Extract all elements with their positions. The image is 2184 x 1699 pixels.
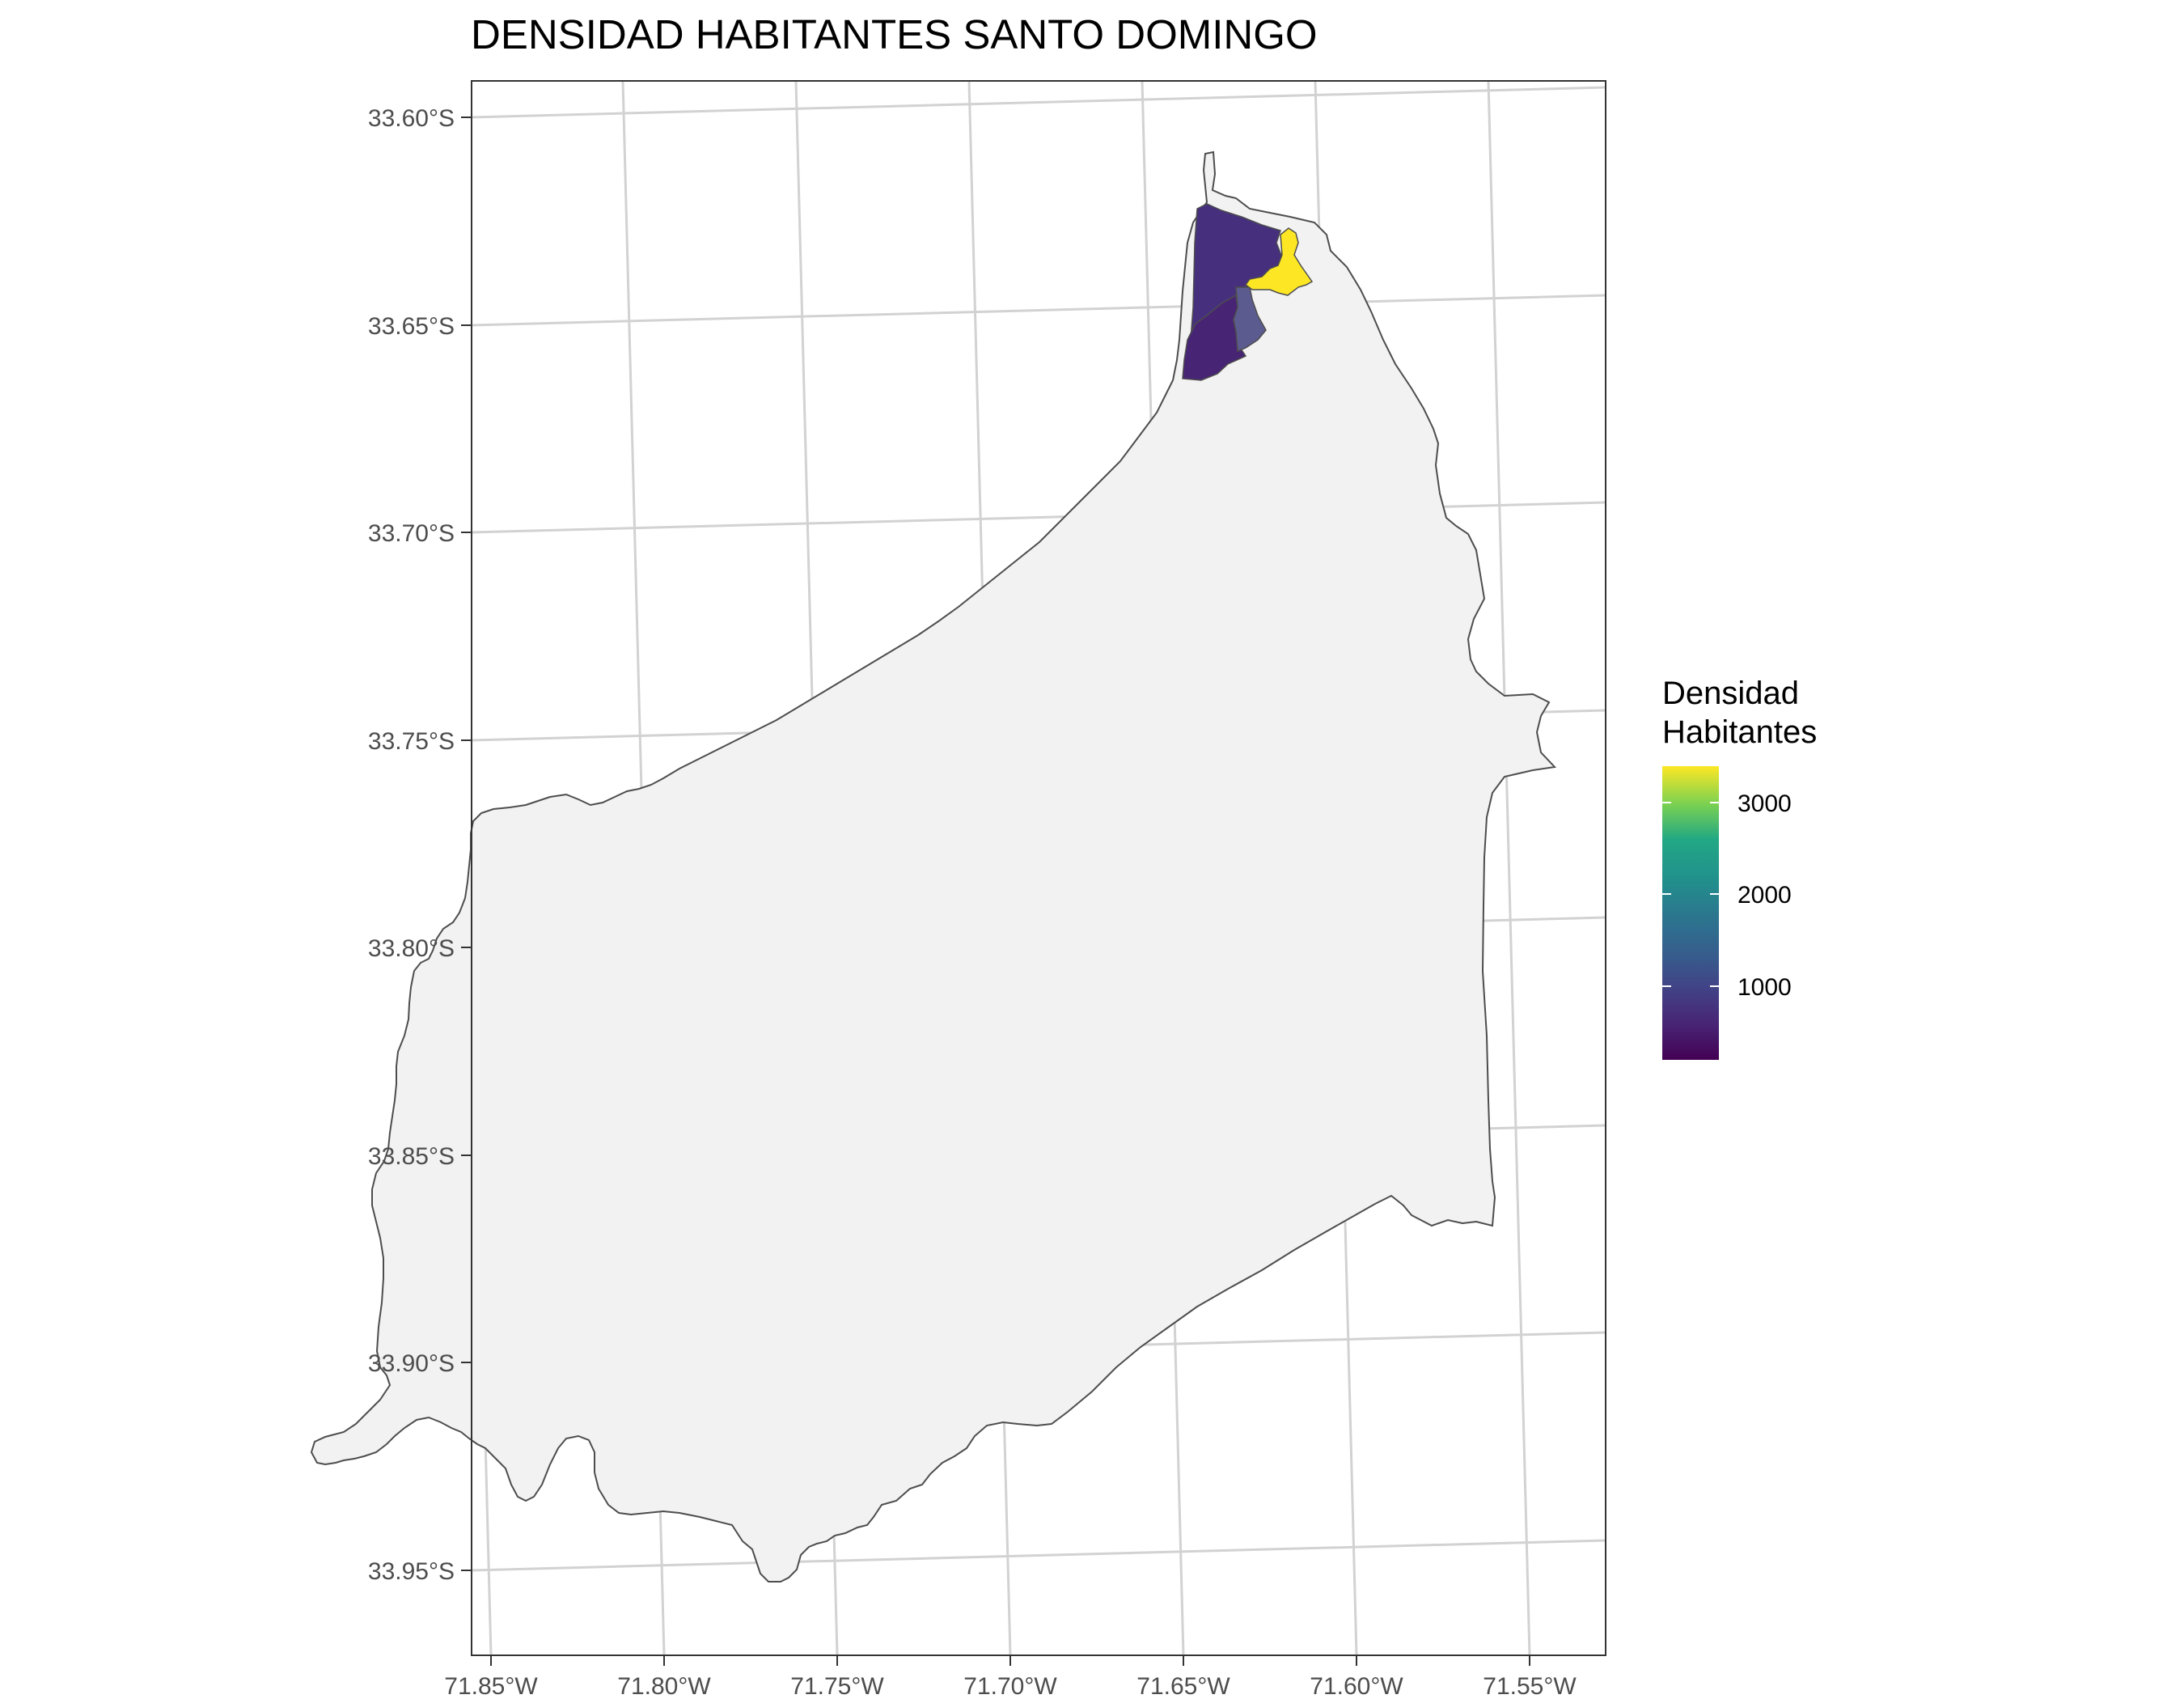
x-tick-label: 71.85°W: [444, 1673, 538, 1699]
legend: Densidad Habitantes 3000 2000 1000: [1662, 676, 1817, 1060]
x-tick-label: 71.75°W: [790, 1673, 884, 1699]
panel-border: [471, 80, 1606, 1656]
y-tick-label: 33.60°S: [368, 105, 455, 132]
y-tick-label: 33.90°S: [368, 1350, 455, 1377]
grid-lat-33-65: [472, 294, 1606, 327]
x-tick-label: 71.65°W: [1136, 1673, 1230, 1699]
map-title: DENSIDAD HABITANTES SANTO DOMINGO: [471, 11, 1318, 57]
x-tick-label: 71.60°W: [1310, 1673, 1403, 1699]
grid-lon-71-55: [1487, 81, 1531, 1655]
y-tick-label: 33.80°S: [368, 935, 455, 962]
x-tick-label: 71.55°W: [1483, 1673, 1577, 1699]
x-tick-label: 71.70°W: [963, 1673, 1057, 1699]
legend-title-line1: Densidad: [1662, 676, 1799, 711]
zone-coastal-urban: [1244, 227, 1314, 296]
y-tick-label: 33.70°S: [368, 520, 455, 547]
y-tick-label: 33.95°S: [368, 1558, 455, 1585]
y-tick-label: 33.85°S: [368, 1143, 455, 1170]
x-axis: 71.85°W 71.80°W 71.75°W 71.70°W 71.65°W …: [444, 1655, 1577, 1699]
legend-title-line2: Habitantes: [1662, 714, 1817, 750]
y-axis: 33.60°S 33.65°S 33.70°S 33.75°S 33.80°S …: [368, 105, 472, 1585]
x-tick-label: 71.80°W: [617, 1673, 711, 1699]
map-panel: [310, 80, 1606, 1656]
commune-boundary: [310, 150, 1557, 1582]
grid-lat-33-60: [472, 86, 1606, 119]
zone-central: [1233, 286, 1267, 353]
legend-label: 2000: [1737, 882, 1792, 909]
y-tick-label: 33.65°S: [368, 313, 455, 340]
legend-label: 3000: [1737, 790, 1792, 817]
legend-label: 1000: [1737, 974, 1792, 1001]
y-tick-label: 33.75°S: [368, 728, 455, 755]
legend-colorbar: [1662, 766, 1719, 1060]
